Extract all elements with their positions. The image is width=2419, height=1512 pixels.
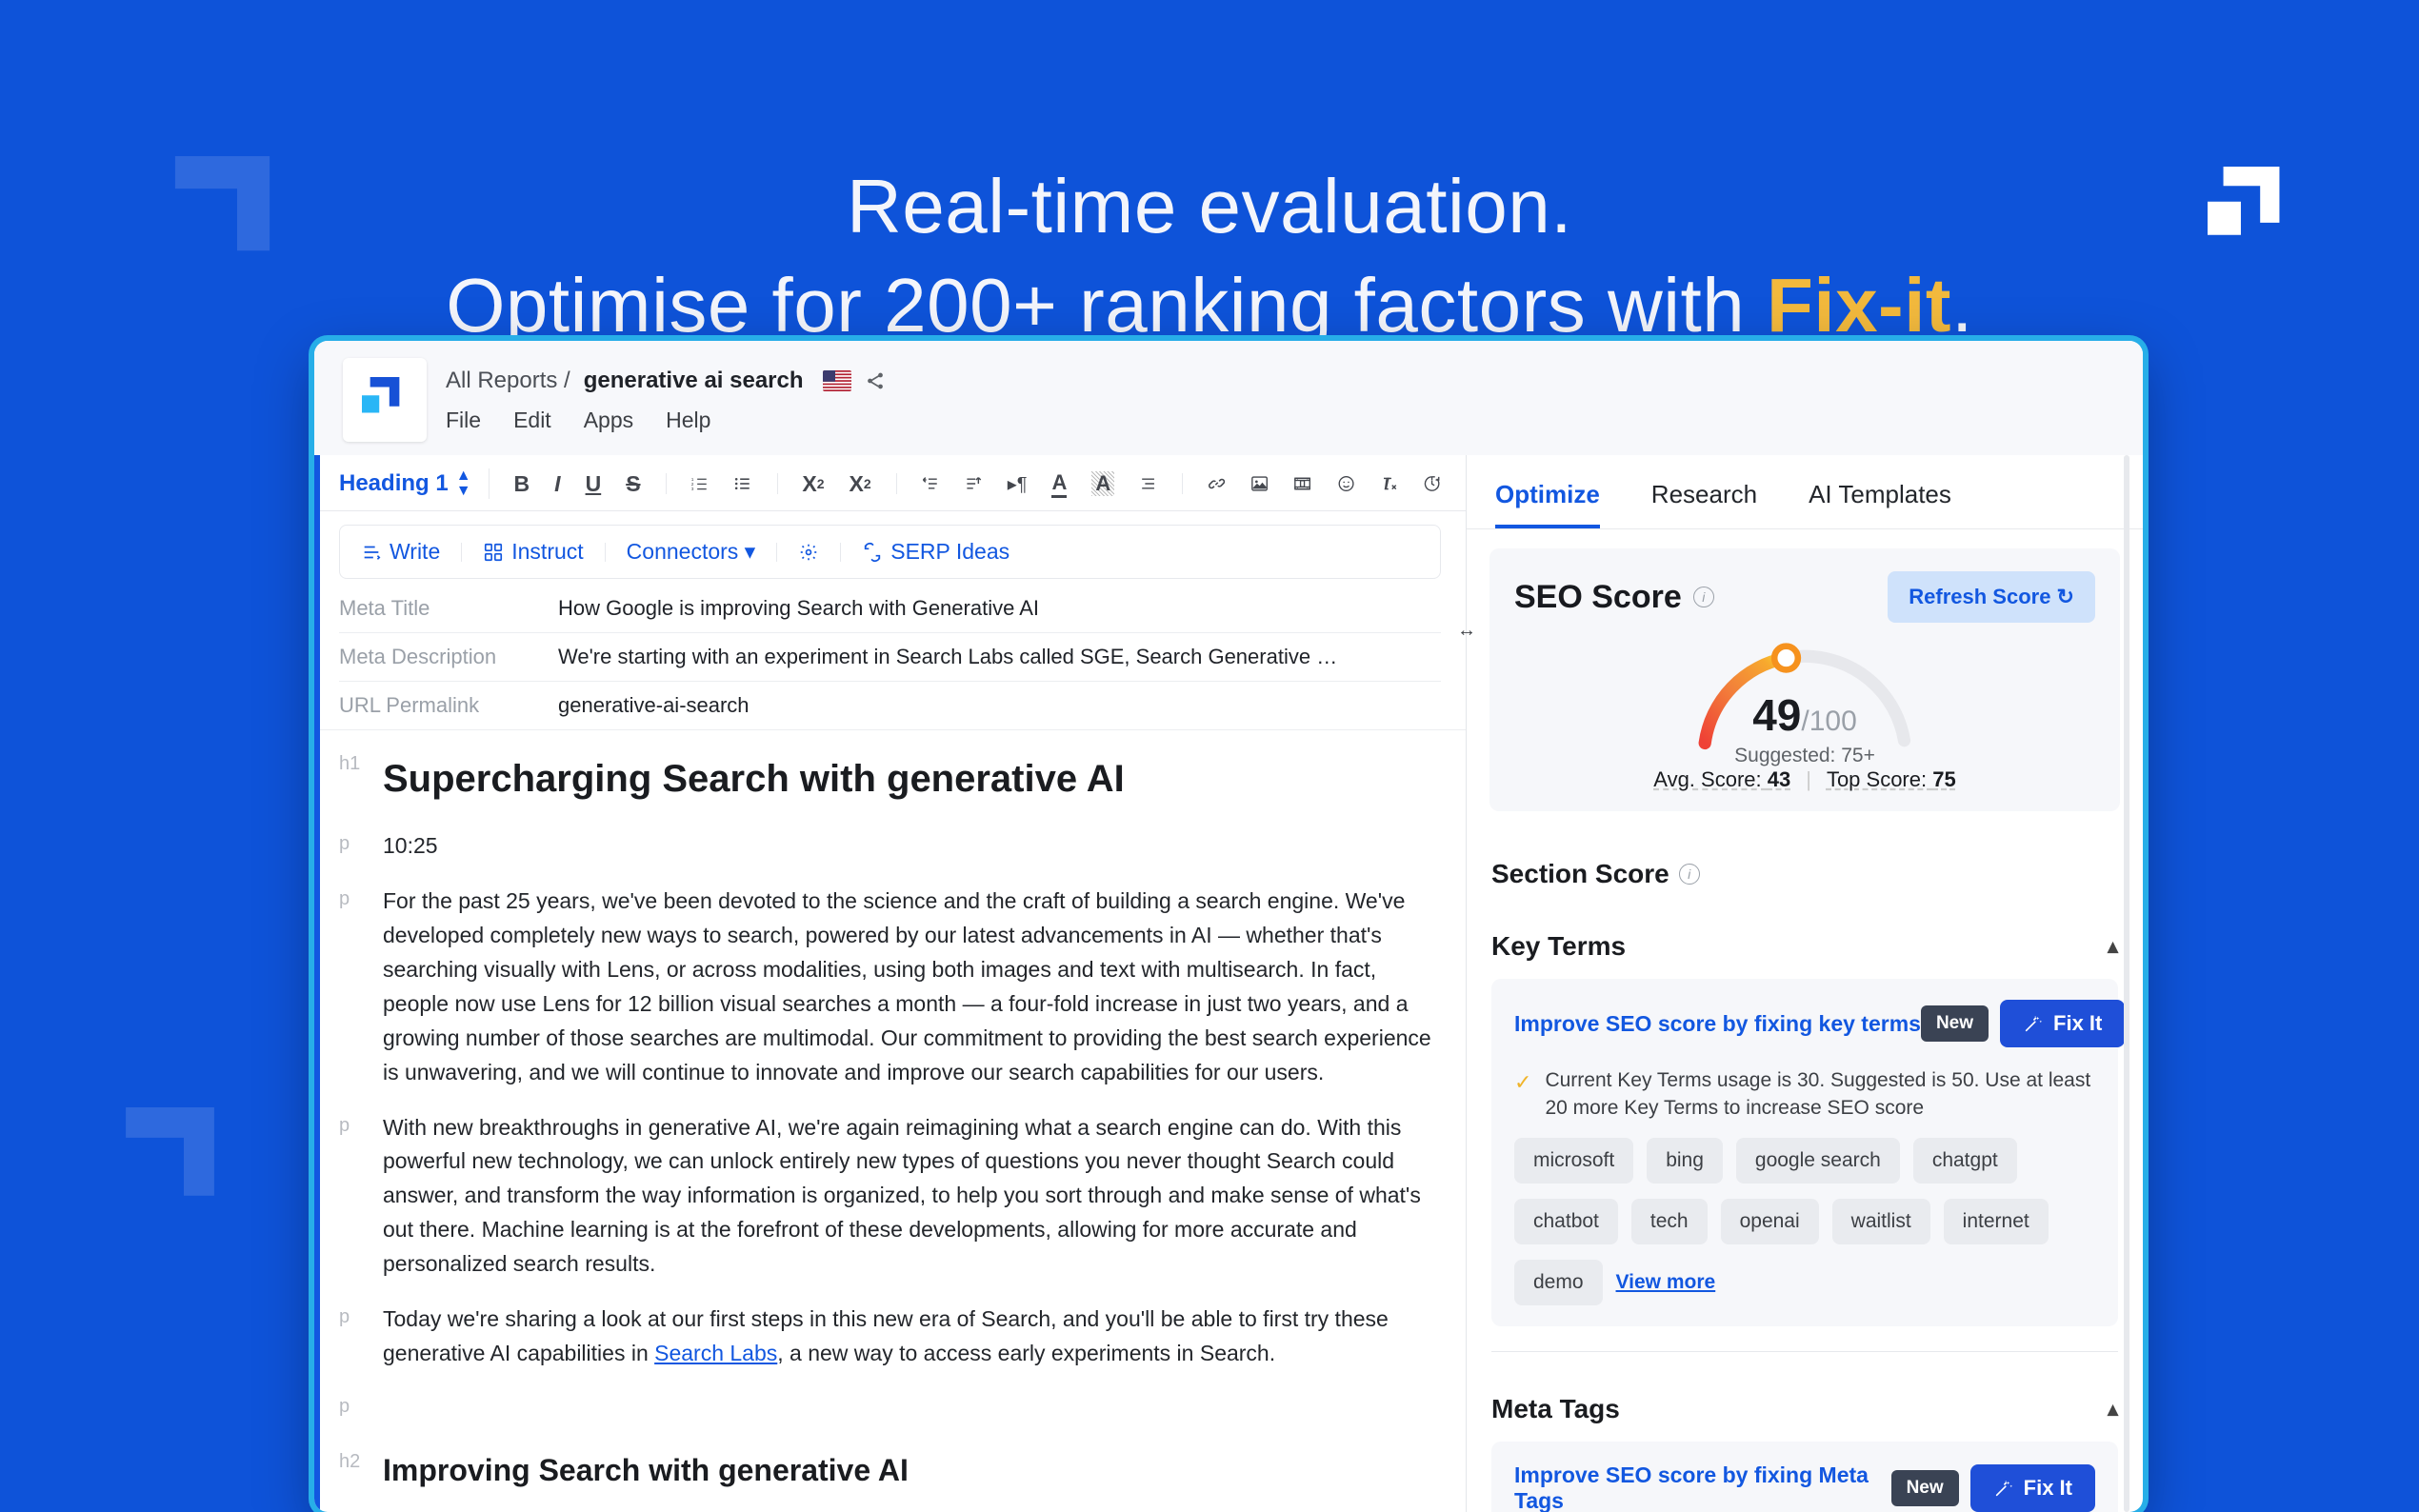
svg-text:2: 2: [691, 482, 694, 487]
svg-text:3: 3: [691, 487, 694, 492]
svg-text:1: 1: [691, 477, 694, 483]
